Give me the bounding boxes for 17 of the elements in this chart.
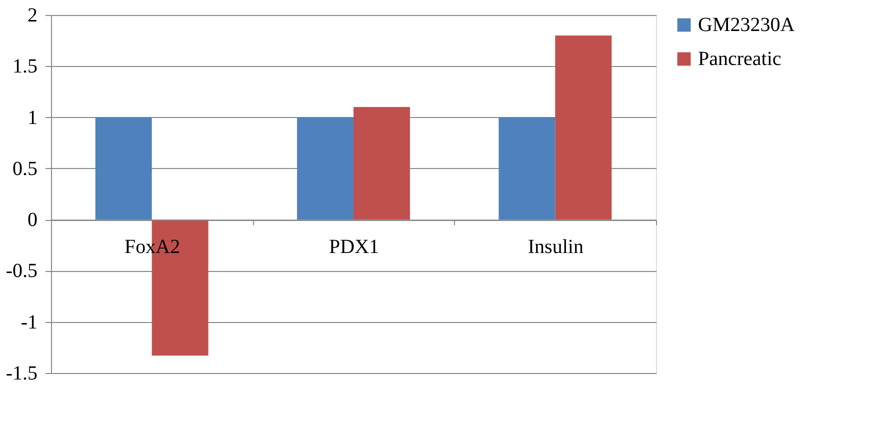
bar	[555, 35, 612, 220]
y-tick-label: 0	[28, 209, 38, 232]
y-tick-label: 0.5	[12, 158, 38, 180]
legend-label: Pancreatic	[698, 48, 782, 70]
y-tick-label: -1	[20, 311, 38, 334]
legend-label: GM23230A	[698, 14, 796, 36]
y-tick-label: -0.5	[6, 260, 38, 282]
x-tick-label: PDX1	[328, 236, 380, 258]
bar	[354, 107, 410, 220]
x-tick-label: Insulin	[528, 236, 584, 258]
y-tick-label: 1	[28, 106, 38, 129]
y-tick-label: 1.5	[12, 56, 38, 78]
y-tick-label: 2	[28, 4, 38, 26]
bar	[297, 117, 354, 220]
bar	[95, 117, 152, 220]
y-tick-label: -1.5	[6, 362, 38, 384]
bar	[498, 117, 556, 220]
